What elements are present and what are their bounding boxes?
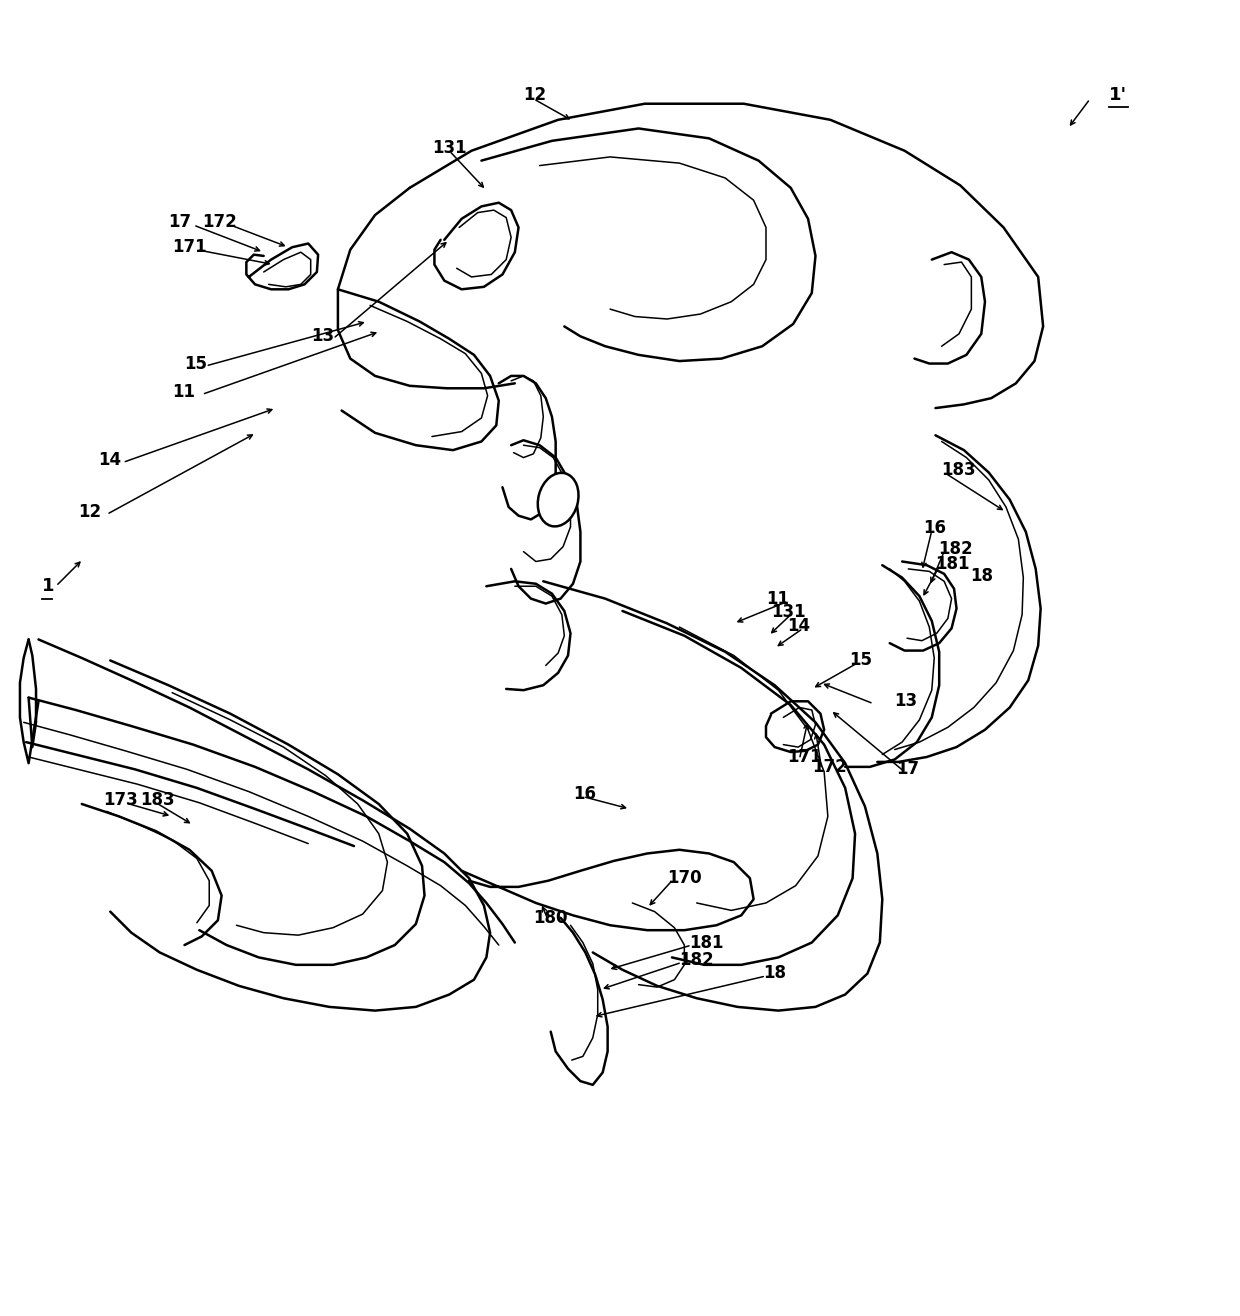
Text: 131: 131 xyxy=(432,139,466,158)
Text: 12: 12 xyxy=(78,503,102,521)
Text: 1: 1 xyxy=(42,578,55,595)
Text: 172: 172 xyxy=(202,213,237,232)
Text: 180: 180 xyxy=(533,909,568,926)
Text: 172: 172 xyxy=(812,758,847,776)
Text: 16: 16 xyxy=(573,786,596,803)
Text: 12: 12 xyxy=(523,86,547,104)
Text: 183: 183 xyxy=(941,461,976,479)
Text: 18: 18 xyxy=(970,567,993,586)
Text: 182: 182 xyxy=(680,951,714,969)
Ellipse shape xyxy=(538,472,579,526)
Text: 18: 18 xyxy=(764,965,786,983)
Text: 13: 13 xyxy=(311,328,334,345)
Text: 183: 183 xyxy=(140,791,175,809)
Text: 1': 1' xyxy=(1109,86,1127,104)
Text: 173: 173 xyxy=(103,791,138,809)
Text: 15: 15 xyxy=(185,354,207,372)
Text: 15: 15 xyxy=(849,651,872,670)
Text: 13: 13 xyxy=(895,692,918,711)
Text: 171: 171 xyxy=(172,238,207,257)
Text: 181: 181 xyxy=(689,933,724,951)
Text: 171: 171 xyxy=(787,747,822,766)
Text: 170: 170 xyxy=(667,870,702,887)
Text: 131: 131 xyxy=(771,603,806,621)
Text: 17: 17 xyxy=(897,761,919,778)
Text: 14: 14 xyxy=(787,617,810,634)
Text: 182: 182 xyxy=(937,540,972,558)
Text: 11: 11 xyxy=(172,383,195,401)
Text: 14: 14 xyxy=(98,451,122,468)
Text: 16: 16 xyxy=(923,519,946,537)
Text: 11: 11 xyxy=(766,590,789,608)
Text: 181: 181 xyxy=(935,555,970,572)
Text: 17: 17 xyxy=(169,213,191,232)
